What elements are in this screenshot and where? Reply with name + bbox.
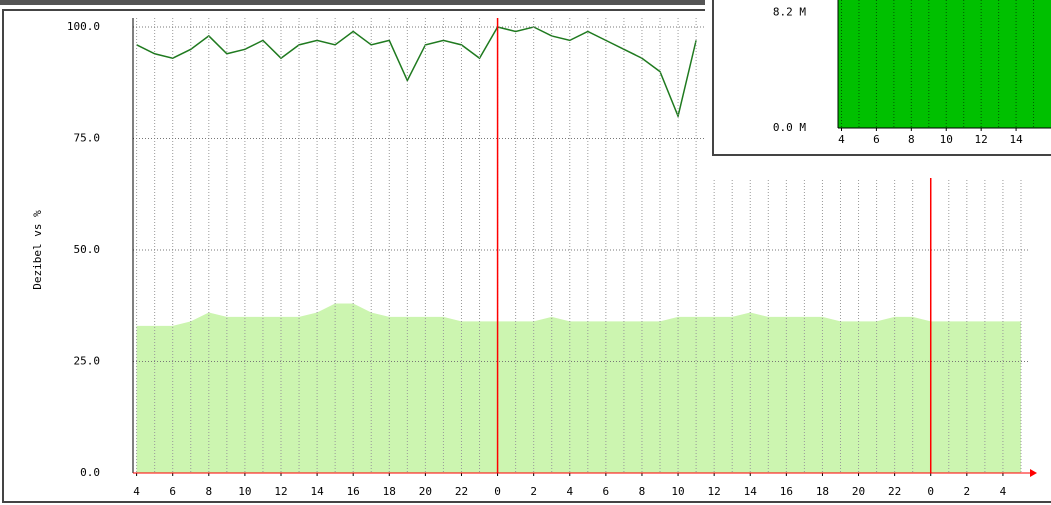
overlay-graph: 0.0 M 8.2 M 4 6 8 10 12 14 bbox=[773, 0, 1051, 146]
x-tick-label: 22 bbox=[455, 485, 468, 498]
x-tick-label: 20 bbox=[852, 485, 865, 498]
x-tick-label: 2 bbox=[530, 485, 537, 498]
x-tick-label: 18 bbox=[816, 485, 829, 498]
x-tick-label: 10 bbox=[940, 133, 953, 146]
area bbox=[136, 303, 1021, 473]
line bbox=[136, 26, 697, 119]
y-tick-label: 8.2 M bbox=[773, 6, 806, 19]
x-tick-label: 6 bbox=[169, 485, 176, 498]
x-tick-label: 4 bbox=[838, 133, 845, 146]
x-tick-label: 0 bbox=[927, 485, 934, 498]
x-tick-label: 10 bbox=[671, 485, 684, 498]
x-tick-label: 16 bbox=[780, 485, 793, 498]
y-tick-label: 75.0 bbox=[74, 132, 101, 145]
y-tick-label: 100.0 bbox=[67, 20, 100, 33]
axis-arrow bbox=[1030, 469, 1037, 477]
plot bbox=[838, 0, 1051, 128]
x-tick-label: 4 bbox=[566, 485, 573, 498]
x-tick-label: 22 bbox=[888, 485, 901, 498]
x-tick-label: 8 bbox=[639, 485, 646, 498]
x-tick-label: 10 bbox=[238, 485, 251, 498]
x-tick-label: 4 bbox=[133, 485, 140, 498]
x-tick-label: 14 bbox=[744, 485, 758, 498]
x-tick-label: 14 bbox=[1009, 133, 1023, 146]
x-tick-label: 14 bbox=[310, 485, 324, 498]
x-tick-label: 12 bbox=[975, 133, 988, 146]
y-tick-label: 0.0 bbox=[80, 466, 100, 479]
x-tick-label: 0 bbox=[494, 485, 501, 498]
x-tick-label: 2 bbox=[964, 485, 971, 498]
area bbox=[838, 0, 1051, 128]
x-tick-label: 6 bbox=[603, 485, 610, 498]
y-tick-label: 50.0 bbox=[74, 243, 101, 256]
y-axis-label: Dezibel vs % bbox=[31, 210, 44, 290]
x-tick-label: 12 bbox=[708, 485, 721, 498]
x-tick-label: 4 bbox=[1000, 485, 1007, 498]
x-tick-label: 8 bbox=[205, 485, 212, 498]
x-tick-label: 18 bbox=[383, 485, 396, 498]
plot bbox=[136, 26, 1021, 473]
x-tick-label: 12 bbox=[274, 485, 287, 498]
y-tick-label: 0.0 M bbox=[773, 121, 806, 134]
x-tick-label: 6 bbox=[873, 133, 880, 146]
y-tick-label: 25.0 bbox=[74, 355, 101, 368]
graph-frame bbox=[2, 9, 1051, 503]
x-tick-label: 16 bbox=[347, 485, 360, 498]
window-top bbox=[0, 0, 1051, 5]
x-tick-label: 20 bbox=[419, 485, 432, 498]
x-tick-label: 8 bbox=[908, 133, 915, 146]
